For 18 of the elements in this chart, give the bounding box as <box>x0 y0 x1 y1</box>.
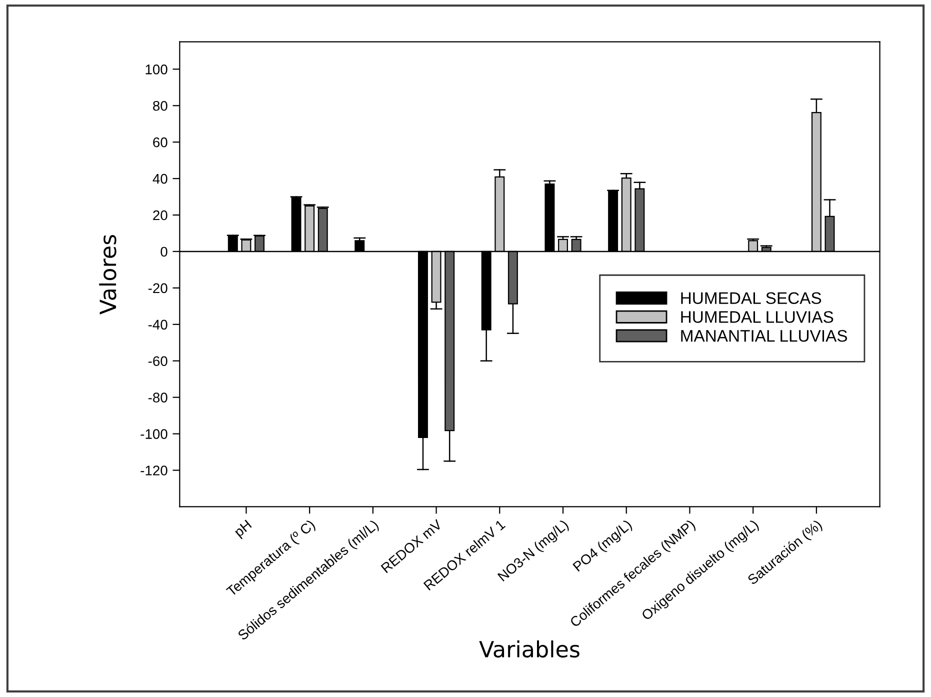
y-tick-label: 20 <box>153 210 168 220</box>
y-tick-label: -60 <box>148 356 168 366</box>
y-tick-label: -20 <box>148 283 168 294</box>
y-tick-label: -120 <box>140 466 168 476</box>
x-tick-label: pH <box>234 520 254 540</box>
y-tick-label: 60 <box>153 137 168 148</box>
legend-label: HUMEDAL LLUVIAS <box>681 311 834 323</box>
y-tick-label: 100 <box>146 64 168 74</box>
y-tick-label: -80 <box>148 392 168 402</box>
y-tick-label: 0 <box>160 246 168 257</box>
y-tick-label: 80 <box>153 100 168 111</box>
y-tick-label: -40 <box>148 320 168 330</box>
y-tick-label: 40 <box>152 174 168 184</box>
y-tick-label: -100 <box>140 429 168 439</box>
y-axis-title: Valores <box>99 234 116 314</box>
legend-label: HUMEDAL SECAS <box>681 292 822 304</box>
legend-label: MANANTIAL LLUVIAS <box>681 330 848 342</box>
x-axis-title: Variables <box>479 640 580 658</box>
